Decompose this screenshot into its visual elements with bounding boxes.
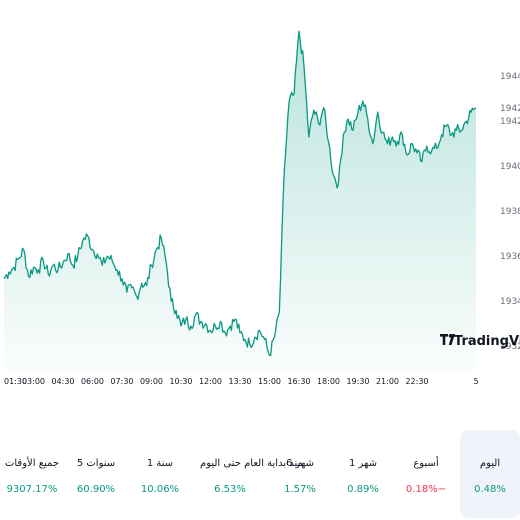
performance-tabs: جميع الأوقات 9307.17% 5 سنوات 60.90% 1 س… (0, 430, 520, 520)
x-tick-label: 10:30 (169, 377, 192, 386)
x-tick-label: 04:30 (51, 377, 74, 386)
tab-value: 60.90% (76, 484, 116, 495)
x-tick-label: 12:00 (199, 377, 222, 386)
tab-today[interactable]: اليوم 0.48% (460, 430, 520, 518)
tradingview-watermark: TradingView (440, 334, 520, 349)
tab-label: اليوم (479, 458, 501, 469)
price-line (3, 30, 477, 357)
y-tick-label: 1944.00 (500, 72, 520, 82)
tab-label: جميع الأوقات (4, 458, 60, 469)
tab-value: 0.89% (347, 484, 379, 495)
tradingview-logo-icon (440, 334, 455, 345)
tradingview-text: TradingView (454, 334, 520, 349)
tab-value: 6.53% (214, 484, 246, 495)
x-tick-label: 01:30 (4, 377, 27, 386)
last-price-layer: 1942.63 (500, 104, 520, 114)
x-tick-label: 03:00 (22, 377, 45, 386)
y-tick-label: 1938.00 (500, 207, 520, 217)
last-price-label: 1942.63 (500, 104, 520, 114)
tab-label: أسبوع (413, 458, 439, 469)
x-tick-label: 22:30 (405, 377, 428, 386)
tab-5-years[interactable]: 5 سنوات 60.90% (66, 430, 126, 518)
tab-week[interactable]: أسبوع 0.18%− (396, 430, 456, 518)
tab-value: 10.06% (140, 484, 180, 495)
tab-label: 5 سنوات (76, 458, 116, 469)
y-tick-label: 1936.00 (500, 252, 520, 262)
x-tick-label: 13:30 (228, 377, 251, 386)
tab-label: 6 شهر (285, 458, 315, 469)
y-tick-label: 1934.00 (500, 297, 520, 307)
x-tick-label: 06:00 (81, 377, 104, 386)
tab-6-months[interactable]: 6 شهر 1.57% (270, 430, 330, 518)
x-tick-label: 16:30 (287, 377, 310, 386)
tab-value: 0.18%− (405, 484, 447, 495)
x-tick-label: 07:30 (110, 377, 133, 386)
x-tick-label: 19:30 (346, 377, 369, 386)
tab-label: منذ بداية العام حتى اليوم (200, 458, 303, 469)
price-area-layer (3, 30, 477, 373)
x-tick-label: 21:00 (376, 377, 399, 386)
price-area-fill (4, 31, 476, 373)
tab-label: 1 سنة (146, 458, 174, 469)
tab-value: 0.48% (474, 484, 506, 495)
x-tick-label: 18:00 (317, 377, 340, 386)
y-tick-label: 1942.00 (500, 117, 520, 127)
tab-value: 9307.17% (6, 484, 58, 495)
x-tick-label: 5 (473, 377, 478, 386)
tab-label: 1 شهر (348, 458, 378, 469)
tab-value: 1.57% (284, 484, 316, 495)
y-tick-label: 1932.00 (500, 342, 520, 352)
tab-1-month[interactable]: 1 شهر 0.89% (333, 430, 393, 518)
tab-ytd[interactable]: منذ بداية العام حتى اليوم 6.53% (200, 430, 303, 518)
tab-all-time[interactable]: جميع الأوقات 9307.17% (2, 430, 62, 518)
x-tick-label: 15:00 (258, 377, 281, 386)
tab-1-year[interactable]: 1 سنة 10.06% (130, 430, 190, 518)
x-tick-label: 09:00 (140, 377, 163, 386)
